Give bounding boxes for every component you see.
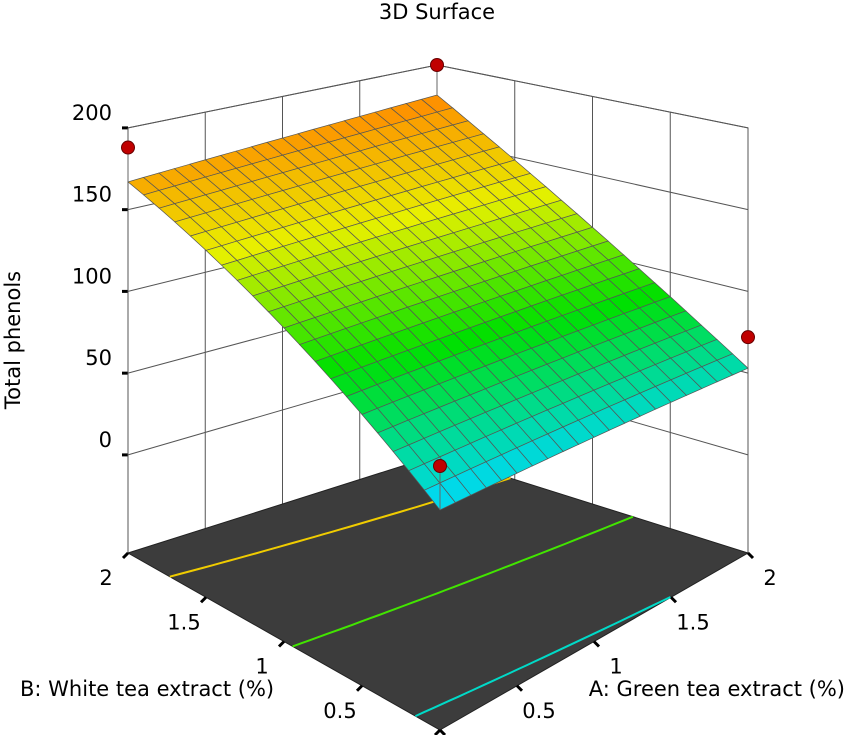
- design-point: [433, 459, 447, 473]
- x-axis-title: A: Green tea extract (%): [589, 677, 845, 701]
- x-tick-label: 1.5: [676, 610, 709, 634]
- x-tick: [746, 551, 755, 560]
- x-tick: [438, 728, 447, 737]
- x-tick: [669, 596, 678, 604]
- y-tick: [199, 596, 208, 604]
- x-tick-label: 2: [763, 566, 776, 590]
- z-tick-label: 150: [72, 183, 112, 207]
- y-tick: [355, 684, 364, 692]
- x-tick: [515, 684, 524, 692]
- design-point: [430, 58, 444, 72]
- y-tick-label: 2: [99, 566, 112, 590]
- x-tick: [592, 640, 601, 648]
- z-tick-label: 50: [85, 346, 112, 370]
- y-axis-title: B: White tea extract (%): [20, 677, 274, 701]
- y-tick: [121, 551, 130, 560]
- design-point: [741, 330, 755, 345]
- design-point: [121, 140, 135, 155]
- y-tick-label: 1: [255, 655, 268, 679]
- z-tick-label: 100: [72, 264, 112, 288]
- x-tick-label: 0.5: [522, 699, 555, 723]
- y-tick-label: 1.5: [167, 610, 200, 634]
- chart-title: 3D Surface: [379, 0, 495, 24]
- z-tick-label: 200: [72, 101, 112, 125]
- contour-line: [292, 515, 634, 648]
- y-tick: [277, 640, 286, 648]
- contour-line: [414, 596, 671, 718]
- z-tick-label: 0: [99, 428, 112, 452]
- x-tick-label: 1: [609, 655, 622, 679]
- z-axis-title: Total phenols: [1, 271, 25, 410]
- y-tick-label: 0.5: [323, 699, 356, 723]
- y-tick: [433, 728, 442, 737]
